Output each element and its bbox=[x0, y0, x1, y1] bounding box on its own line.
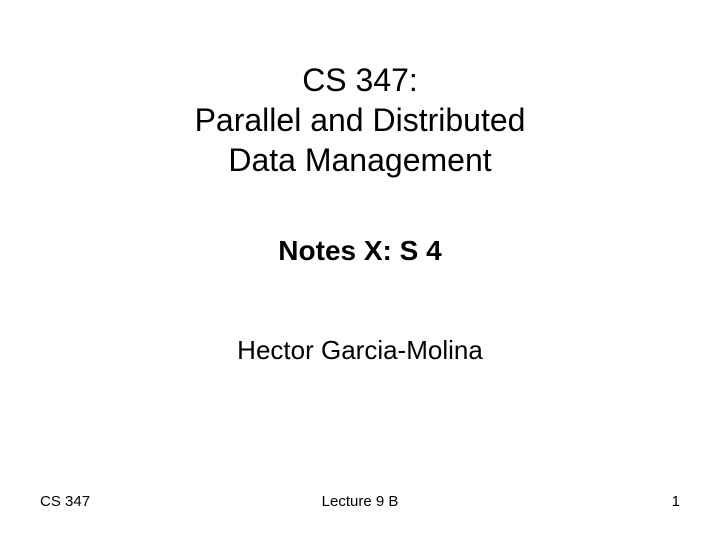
author-block: Hector Garcia-Molina bbox=[0, 335, 720, 366]
title-line-3: Data Management bbox=[0, 140, 720, 180]
title-block: CS 347: Parallel and Distributed Data Ma… bbox=[0, 60, 720, 180]
subtitle-text: Notes X: S 4 bbox=[0, 235, 720, 267]
author-text: Hector Garcia-Molina bbox=[0, 335, 720, 366]
title-line-2: Parallel and Distributed bbox=[0, 100, 720, 140]
footer-page-number: 1 bbox=[672, 493, 680, 510]
title-line-1: CS 347: bbox=[0, 60, 720, 100]
slide-container: CS 347: Parallel and Distributed Data Ma… bbox=[0, 0, 720, 540]
subtitle-block: Notes X: S 4 bbox=[0, 235, 720, 267]
footer-center: Lecture 9 B bbox=[0, 493, 720, 510]
